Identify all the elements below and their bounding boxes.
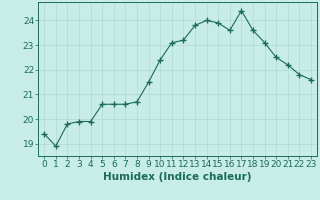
X-axis label: Humidex (Indice chaleur): Humidex (Indice chaleur) (103, 172, 252, 182)
